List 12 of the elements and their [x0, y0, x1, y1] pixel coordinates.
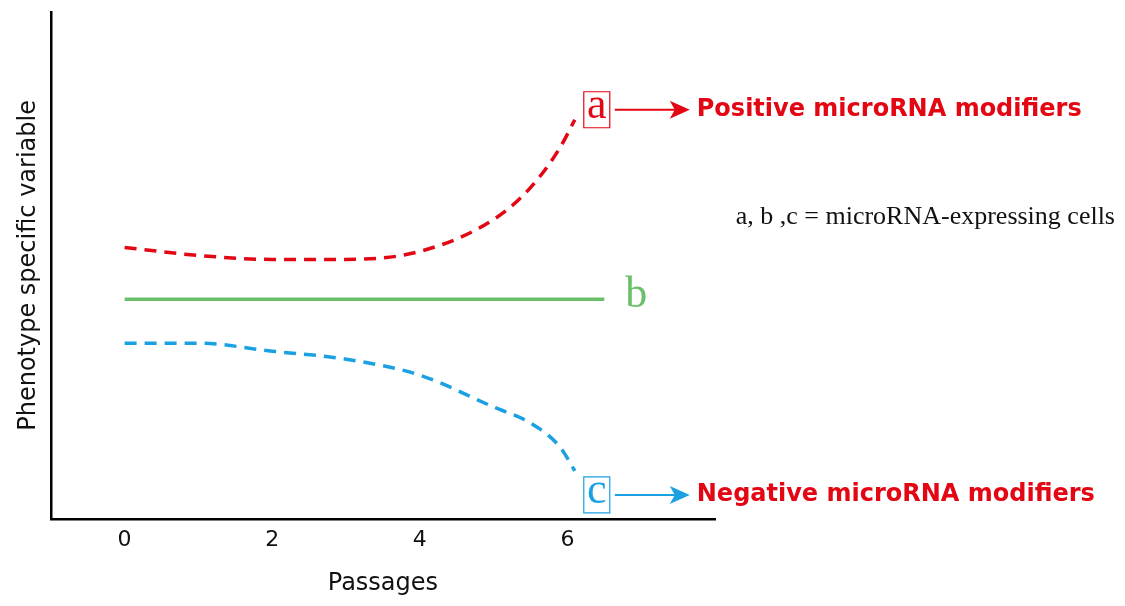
- x-tick-label: 0: [117, 525, 132, 551]
- y-axis-title: Phenotype specific variable: [12, 100, 41, 431]
- legend-label: a: [587, 79, 607, 129]
- x-tick-label: 6: [560, 525, 575, 551]
- annotation: Negative microRNA modifiers: [696, 479, 1095, 508]
- x-axis-title: Passages: [327, 567, 439, 596]
- annotation: Positive microRNA modifiers: [696, 93, 1082, 122]
- text: a, b ,c = microRNA-expressing cells: [735, 201, 1115, 231]
- x-tick-label: 2: [265, 525, 280, 551]
- legend-label: c: [587, 464, 607, 514]
- x-tick-label: 4: [412, 525, 427, 551]
- series-label: b: [625, 267, 648, 317]
